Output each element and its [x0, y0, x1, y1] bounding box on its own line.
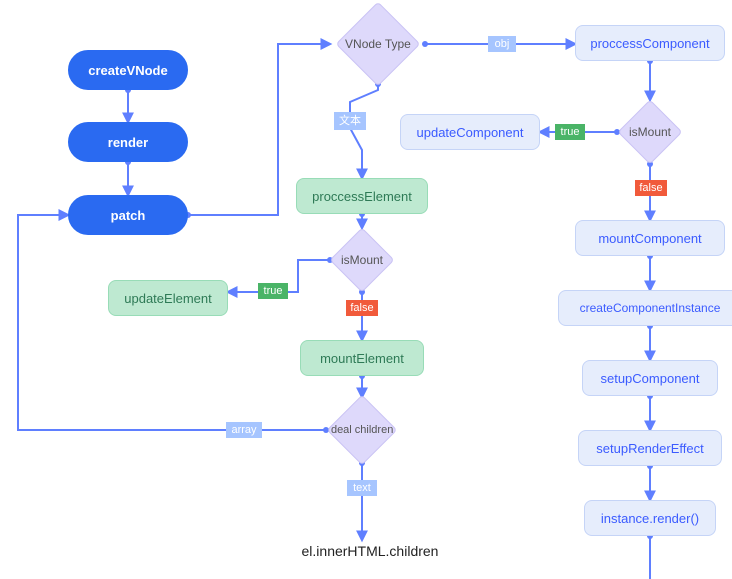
node-isMountLeft: isMount — [329, 227, 394, 292]
badge-trueRight: true — [555, 124, 585, 140]
node-createComponentInstance: createComponentInstance — [558, 290, 732, 326]
node-isMountLeft-label: isMount — [341, 253, 383, 267]
badge-falseRight: false — [635, 180, 667, 196]
badge-trueLeft: true — [258, 283, 288, 299]
badge-wenben: 文本 — [334, 112, 366, 130]
badge-obj: obj — [488, 36, 516, 52]
node-dealChildren-label: deal children — [331, 424, 393, 436]
node-isMountRight: isMount — [617, 99, 682, 164]
edge-12 — [350, 84, 378, 178]
node-isMountRight-label: isMount — [629, 125, 671, 139]
node-setupComponent: setupComponent — [582, 360, 718, 396]
node-patch: patch — [68, 195, 188, 235]
node-dealChildren: deal children — [327, 395, 398, 466]
edge-18 — [18, 215, 326, 430]
badge-text: text — [347, 480, 377, 496]
node-vnodeType: VNode Type — [336, 2, 421, 87]
node-updateElement: updateElement — [108, 280, 228, 316]
node-vnodeType-label: VNode Type — [345, 37, 411, 51]
node-createVNode: createVNode — [68, 50, 188, 90]
badge-falseLeft: false — [346, 300, 378, 316]
node-instanceRender: instance.render() — [584, 500, 716, 536]
node-updateComponent: updateComponent — [400, 114, 540, 150]
node-mountElement: mountElement — [300, 340, 424, 376]
node-processElement: proccessElement — [296, 178, 428, 214]
node-elInnerHTML: el.innerHTML.children — [290, 540, 450, 562]
flowchart-canvas: createVNode render patch VNode Type proccess… — [0, 0, 732, 579]
badge-array: array — [226, 422, 262, 438]
node-render: render — [68, 122, 188, 162]
node-processComponent: proccessComponent — [575, 25, 725, 61]
node-mountComponent: mountComponent — [575, 220, 725, 256]
node-setupRenderEffect: setupRenderEffect — [578, 430, 722, 466]
